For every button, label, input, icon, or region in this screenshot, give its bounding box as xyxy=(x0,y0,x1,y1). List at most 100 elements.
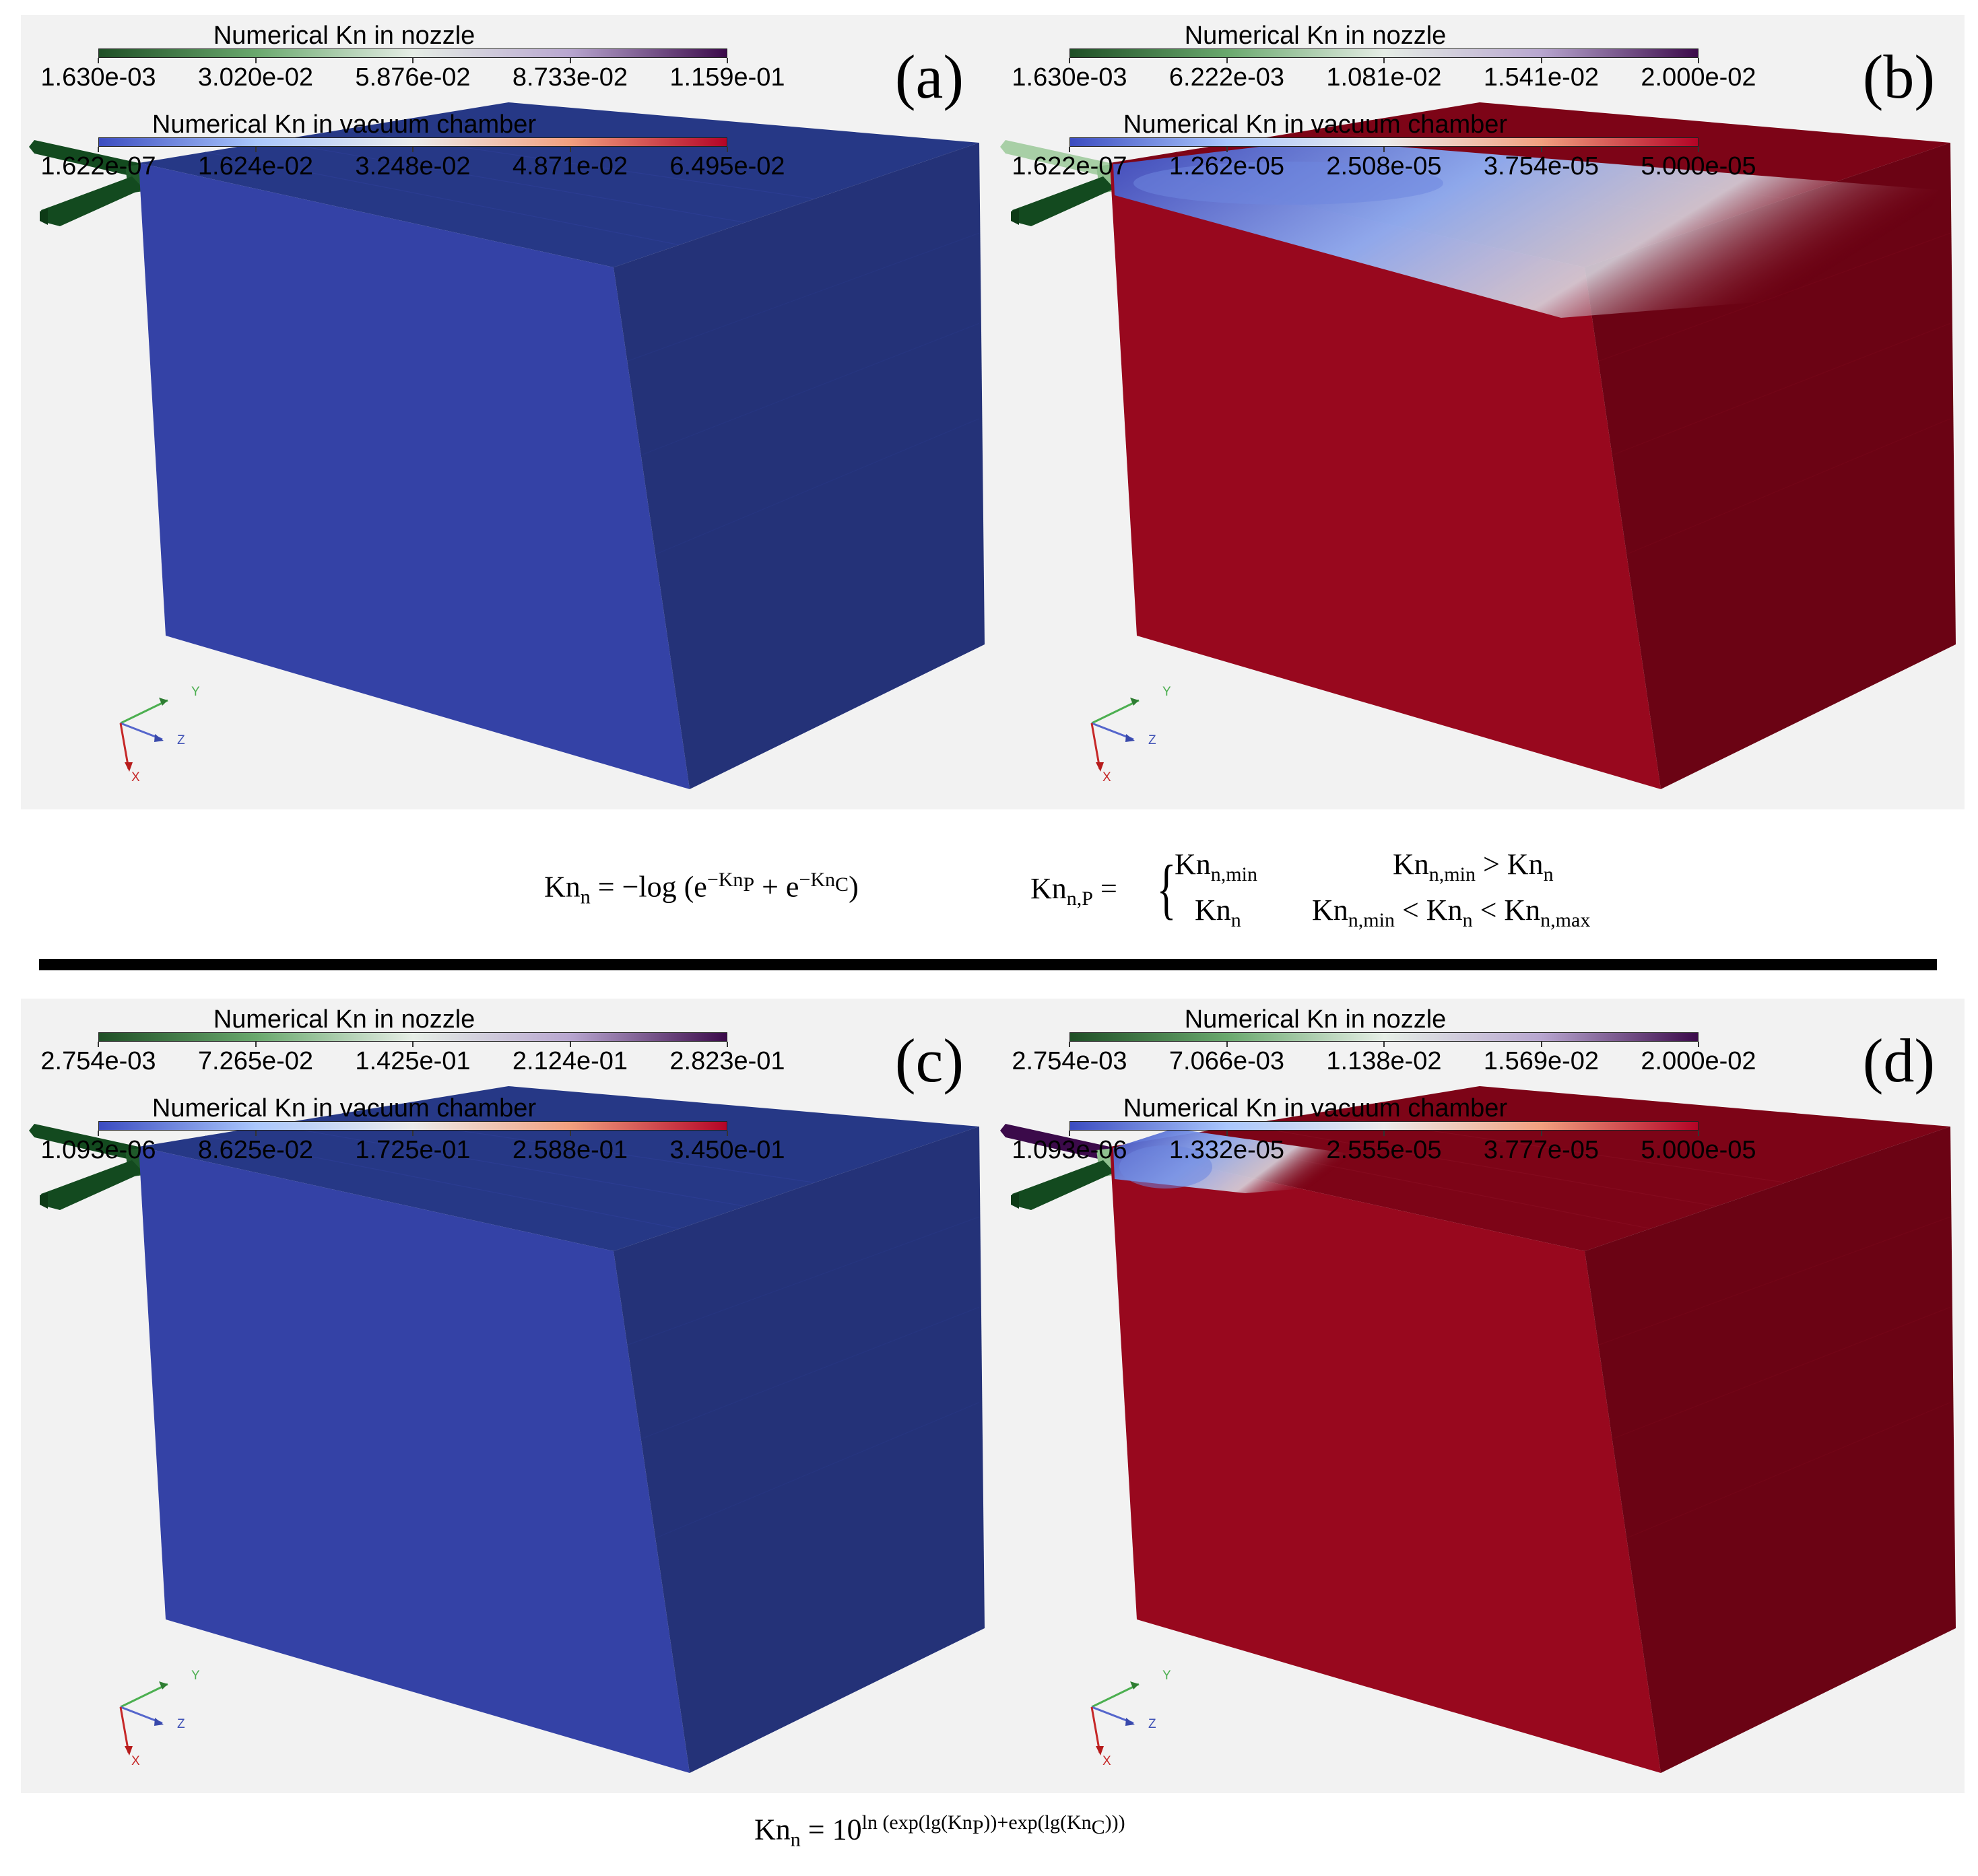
chamber-side-face xyxy=(614,143,985,789)
colorbar-tick-label: 1.159e-01 xyxy=(669,63,785,92)
colorbar-tick-mark xyxy=(1698,1131,1699,1136)
colorbar-tick-label: 1.541e-02 xyxy=(1483,63,1600,92)
colorbar-tick-label: 4.871e-02 xyxy=(512,152,628,180)
x-axis-label: X xyxy=(131,1754,140,1768)
colorbar-tick-mark xyxy=(569,1042,571,1047)
colorbar-tick-mark xyxy=(569,58,571,63)
chamber-colorbar-gradient xyxy=(98,137,727,147)
chamber-colorbar: Numerical Kn in vacuum chamber 1.093e-06… xyxy=(992,1094,1800,1164)
y-axis-head xyxy=(1130,1681,1139,1689)
power-exponent-sub2: C xyxy=(1091,1816,1105,1838)
nozzle-upper-arm xyxy=(1000,140,1110,178)
colorbar-tick-label: 7.265e-02 xyxy=(197,1047,314,1075)
section-divider xyxy=(39,959,1937,970)
chamber-colorbar: Numerical Kn in vacuum chamber 1.622e-07… xyxy=(21,110,829,180)
colorbar-tick-mark xyxy=(255,1042,257,1047)
y-axis-arrow xyxy=(120,699,168,725)
chamber-front-face xyxy=(1110,1147,1661,1773)
colorbar-tick-mark xyxy=(1226,1131,1228,1136)
panel-label: (d) xyxy=(1862,1026,1935,1095)
case2-cond-c-sub: n,max xyxy=(1540,908,1591,931)
colorbar-tick-mark xyxy=(727,1042,728,1047)
formula-exp2: −Kn xyxy=(799,869,836,891)
case2-value: Kn xyxy=(1195,894,1231,927)
y-axis-arrow xyxy=(1091,699,1140,725)
colorbar-tick-label: 3.754e-05 xyxy=(1483,152,1600,180)
colorbar-tick-label: 2.000e-02 xyxy=(1641,1047,1756,1075)
formula-lhs-sub: n xyxy=(580,885,591,908)
axes-triad: Y Z X xyxy=(1090,1669,1171,1768)
z-axis-label: Z xyxy=(1148,733,1156,747)
z-axis-label: Z xyxy=(177,1717,185,1731)
simulation-scene: Y Z X xyxy=(29,102,985,789)
colorbar-tick-mark xyxy=(1540,1131,1542,1136)
colorbar-tick-mark xyxy=(1383,1131,1385,1136)
y-axis-arrow xyxy=(1091,1683,1140,1708)
colorbar-tick-mark xyxy=(1540,58,1542,63)
colorbar-tick-label: 1.630e-03 xyxy=(40,63,156,92)
colorbar-tick-mark xyxy=(412,58,414,63)
colorbar-tick-mark xyxy=(727,147,728,152)
x-axis-head xyxy=(125,762,133,772)
chamber-side-face xyxy=(614,1127,985,1773)
nozzle-lower-arm xyxy=(1012,1160,1115,1210)
colorbar-tick-label: 2.823e-01 xyxy=(669,1047,785,1075)
colorbar-tick-mark xyxy=(1383,1042,1385,1047)
axes-triad: Y Z X xyxy=(1090,685,1171,784)
y-axis-label: Y xyxy=(191,685,200,699)
nozzle-lower-tip xyxy=(1011,1193,1019,1209)
case2-value-sub: n xyxy=(1230,908,1241,931)
jet-core xyxy=(1133,162,1443,205)
z-axis-head xyxy=(154,1718,164,1726)
colorbar-tick-mark xyxy=(569,147,571,152)
case1-op: > xyxy=(1482,848,1500,881)
x-axis-arrow xyxy=(1090,723,1101,770)
colorbar-tick-label: 1.138e-02 xyxy=(1326,1047,1442,1075)
axes-triad: Y Z X xyxy=(119,1669,200,1768)
chamber-front-face xyxy=(139,163,690,789)
formula-exp1: −Kn xyxy=(706,869,744,891)
colorbar-tick-label: 5.876e-02 xyxy=(355,63,471,92)
z-axis-label: Z xyxy=(177,733,185,747)
nozzle-colorbar: Numerical Kn in nozzle 1.630e-03 3.020e-0… xyxy=(21,22,829,92)
case1-value-sub: n,min xyxy=(1210,863,1257,885)
x-axis-arrow xyxy=(119,723,130,770)
x-axis-label: X xyxy=(131,770,140,784)
piecewise-eq: = xyxy=(1100,872,1117,905)
nozzle-colorbar-gradient xyxy=(98,48,727,58)
colorbar-tick-mark xyxy=(1226,58,1228,63)
y-axis-head xyxy=(1130,698,1139,706)
colorbar-tick-label: 2.000e-02 xyxy=(1641,63,1756,92)
nozzle-colorbar-gradient xyxy=(1069,1032,1699,1042)
colorbar-tick-mark xyxy=(98,1042,99,1047)
colorbar-tick-label: 1.081e-02 xyxy=(1326,63,1442,92)
colorbar-tick-label: 1.093e-06 xyxy=(1012,1136,1127,1164)
colorbar-tick-label: 1.624e-02 xyxy=(197,152,314,180)
colorbar-tick-label: 2.754e-03 xyxy=(1012,1047,1127,1075)
colorbar-tick-mark xyxy=(412,147,414,152)
colorbar-tick-label: 3.020e-02 xyxy=(197,63,314,92)
simulation-scene: Y Z X xyxy=(1000,102,1956,789)
y-axis-head xyxy=(159,1681,168,1689)
power-lhs-sub: n xyxy=(790,1828,801,1851)
y-axis-label: Y xyxy=(191,1669,200,1683)
case1-cond-b: Kn xyxy=(1507,848,1544,881)
colorbar-tick-mark xyxy=(1698,58,1699,63)
case2-op2: < xyxy=(1480,894,1497,927)
colorbar-tick-mark xyxy=(1698,147,1699,152)
colorbar-tick-mark xyxy=(1540,1042,1542,1047)
case1-value: Kn xyxy=(1175,848,1211,881)
colorbar-tick-label: 2.508e-05 xyxy=(1326,152,1442,180)
nozzle-lower-arm xyxy=(41,176,143,226)
chamber-colorbar-title: Numerical Kn in vacuum chamber xyxy=(152,110,537,139)
chamber-colorbar-gradient xyxy=(1069,137,1699,147)
power-lhs: Kn xyxy=(754,1813,791,1846)
x-axis-arrow xyxy=(119,1706,130,1753)
panel-d: Y Z X Numerical Kn in nozzle 2.754e-03 7.06… xyxy=(992,999,1965,1793)
colorbar-tick-label: 1.569e-02 xyxy=(1483,1047,1600,1075)
case2-cond-a-sub: n,min xyxy=(1348,908,1395,931)
colorbar-tick-mark xyxy=(1383,58,1385,63)
formula-log-sum: Knn = −log (e−KnP + e−KnC) xyxy=(544,869,859,908)
nozzle-colorbar: Numerical Kn in nozzle 1.630e-03 6.222e-0… xyxy=(992,22,1800,92)
case2-op1: < xyxy=(1402,894,1419,927)
